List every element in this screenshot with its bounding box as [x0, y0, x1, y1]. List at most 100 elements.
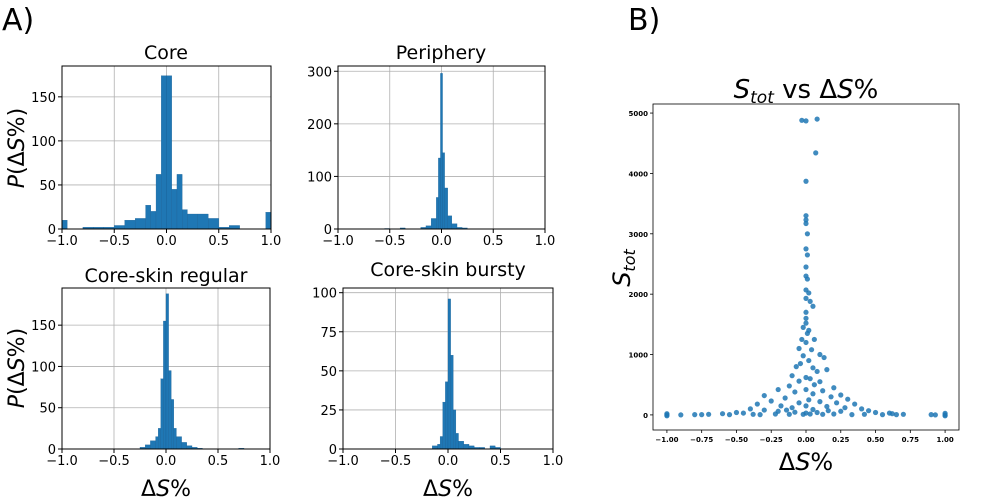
x-tick-label: −1.00 [655, 436, 678, 444]
histogram-bar [265, 212, 272, 230]
histogram-bar [451, 223, 458, 230]
histogram-bar [430, 218, 437, 230]
scatter-point [838, 408, 844, 414]
scatter-point [838, 392, 844, 398]
histogram-bar [155, 174, 162, 230]
y-axis-label: Stot [608, 248, 639, 286]
histogram-bar [161, 75, 167, 230]
scatter-point [757, 412, 763, 418]
scatter-point [699, 412, 705, 418]
scatter-point [845, 396, 851, 402]
scatter-point [706, 411, 712, 417]
scatter-point [849, 412, 855, 418]
scatter-point [796, 345, 802, 352]
histogram-bar [158, 428, 161, 450]
scatter-point [782, 395, 788, 401]
histogram-bar [114, 225, 125, 230]
scatter-point [796, 400, 802, 406]
y-tick-label: 75 [320, 326, 337, 341]
y-tick-label: 0 [48, 223, 56, 238]
histogram-bar [445, 381, 449, 450]
histogram-bar [145, 444, 151, 450]
histogram-bar [229, 225, 240, 230]
scatter-point [803, 386, 809, 393]
scatter-point [750, 411, 756, 417]
scatter-point [814, 368, 820, 375]
histogram-bar [61, 220, 68, 230]
scatter-point [834, 400, 840, 406]
y-tick-label: 50 [320, 365, 337, 380]
histogram-bar [444, 187, 448, 230]
scatter-point [803, 118, 809, 124]
scatter-point [803, 374, 809, 381]
scatter-point [800, 324, 806, 330]
y-tick-label: 100 [31, 360, 56, 375]
x-tick-label: −1.0 [322, 234, 354, 249]
scatter-point [817, 351, 823, 358]
scatter-point [893, 412, 900, 418]
scatter-panel: −1.00 −0.75 −0.50 −0.25 0.00 0.25 0.50 0.75 1.00… [608, 75, 960, 476]
scatter-point [810, 303, 816, 309]
x-tick-label: 0.0 [156, 234, 177, 249]
scatter-point [792, 389, 798, 395]
y-tick-label: 50 [39, 402, 56, 417]
scatter-point [808, 347, 815, 353]
scatter-point [928, 412, 934, 418]
scatter-point [678, 412, 684, 418]
scatter-point [825, 408, 831, 414]
y-tick-label: 5000 [629, 110, 649, 118]
histogram-bar [165, 293, 169, 450]
x-tick-label: −0.5 [374, 234, 406, 249]
y-tick-label: 100 [307, 170, 332, 185]
y-tick-label: 2000 [629, 291, 649, 299]
scatter-point [793, 364, 799, 370]
y-tick-label: 100 [312, 287, 337, 302]
scatter-point [811, 336, 817, 343]
scatter-point [828, 394, 834, 400]
scatter-point [806, 397, 812, 403]
scatter-point [811, 382, 817, 388]
histogram-bar [176, 174, 183, 230]
histogram-panel-2: −1.0 −0.5 0.0 0.5 1.0 0 100 200 300 Periphery [307, 42, 555, 249]
histogram-bar [176, 436, 182, 450]
histogram-bar [150, 440, 156, 450]
histogram-bar [438, 157, 441, 230]
scatter-point [747, 406, 753, 412]
y-tick-label: 150 [31, 319, 56, 334]
histogram-bar [436, 197, 439, 230]
histogram-bar [171, 189, 178, 230]
scatter-point [852, 401, 858, 407]
scatter-point [807, 298, 813, 305]
chart-title: Core [144, 42, 188, 64]
x-tick-label: 0.0 [156, 454, 177, 469]
scatter-point [803, 320, 809, 326]
scatter-point [817, 399, 823, 405]
scatter-point [824, 403, 830, 410]
histogram-bar [145, 205, 151, 230]
histogram-bar [181, 442, 187, 450]
scatter-point [789, 373, 795, 379]
y-tick-label: 1000 [629, 352, 649, 360]
scatter-point [803, 315, 809, 321]
histogram-bar [455, 433, 459, 450]
scatter-point [761, 392, 767, 399]
x-tick-label: −0.75 [690, 436, 713, 444]
y-tick-label: 3000 [629, 231, 649, 239]
histogram-bar [168, 370, 172, 450]
histogram-bar [453, 409, 457, 450]
x-tick-label: 0.25 [832, 436, 849, 444]
y-axis-label: P(ΔS%) [5, 328, 30, 408]
scatter-point [859, 406, 865, 412]
scatter-point [806, 290, 812, 296]
histogram-bar [187, 213, 198, 230]
scatter-point [814, 116, 820, 122]
scatter-point [810, 406, 816, 413]
scatter-point [803, 246, 809, 252]
scatter-point [733, 409, 740, 416]
histogram-bar [442, 401, 446, 450]
scatter-point [800, 411, 806, 417]
scatter-point [932, 412, 938, 418]
y-tick-label: 150 [31, 91, 56, 106]
scatter-point [942, 413, 948, 419]
histogram-bar [447, 215, 452, 230]
